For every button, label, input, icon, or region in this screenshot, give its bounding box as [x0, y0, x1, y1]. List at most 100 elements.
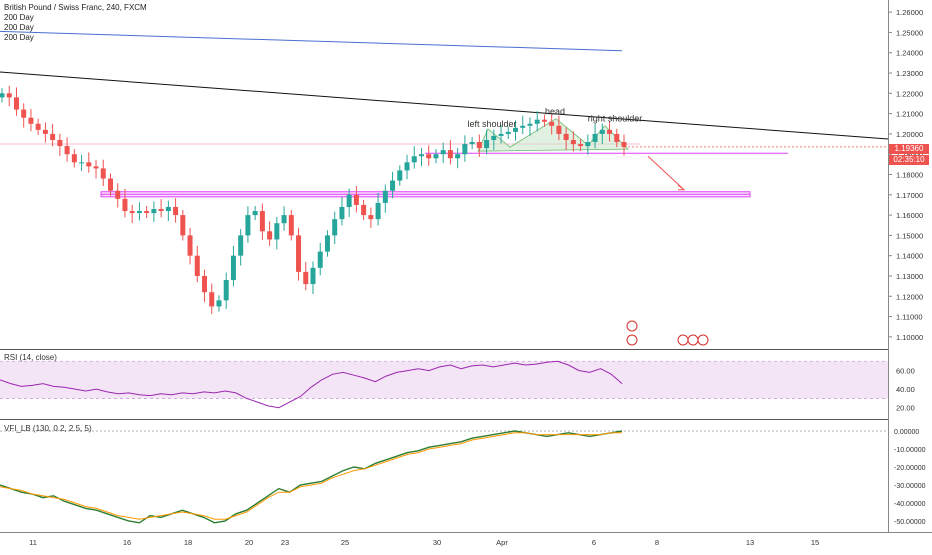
- candle-body[interactable]: [151, 209, 157, 214]
- candle-body[interactable]: [296, 235, 302, 272]
- vfi-pane[interactable]: [0, 420, 888, 532]
- candle-body[interactable]: [122, 198, 128, 212]
- candle-body[interactable]: [375, 202, 381, 220]
- study-sma-label-1[interactable]: 200 Day: [4, 13, 34, 22]
- vfi-pane-title[interactable]: VFI_LB (130, 0.2, 2.5, 5): [4, 424, 92, 433]
- sma-200-line[interactable]: [0, 30, 623, 52]
- candle-body[interactable]: [202, 275, 208, 293]
- candle-body[interactable]: [541, 119, 547, 122]
- candle-body[interactable]: [563, 133, 569, 140]
- candle-body[interactable]: [64, 146, 70, 155]
- candle-body[interactable]: [303, 271, 309, 285]
- candle-body[interactable]: [353, 194, 359, 205]
- candle-body[interactable]: [216, 300, 222, 307]
- trendline[interactable]: [0, 71, 889, 140]
- candle-body[interactable]: [433, 154, 439, 159]
- candle-body[interactable]: [158, 209, 164, 212]
- rsi-line[interactable]: [0, 360, 623, 409]
- candle-body[interactable]: [397, 170, 403, 181]
- candle-body[interactable]: [614, 133, 620, 143]
- candle-body[interactable]: [404, 162, 410, 171]
- candle-body[interactable]: [180, 215, 186, 236]
- candle-body[interactable]: [346, 194, 352, 207]
- candle-body[interactable]: [35, 123, 41, 130]
- candle-body[interactable]: [28, 117, 34, 124]
- candle-body[interactable]: [6, 93, 12, 98]
- candle-body[interactable]: [209, 292, 215, 307]
- candle-body[interactable]: [411, 156, 417, 163]
- candle-body[interactable]: [129, 211, 135, 214]
- candle-body[interactable]: [144, 211, 150, 214]
- candle-body[interactable]: [187, 235, 193, 256]
- candle-body[interactable]: [259, 211, 265, 232]
- candle-body[interactable]: [469, 142, 475, 145]
- candle-body[interactable]: [621, 142, 627, 147]
- candle-body[interactable]: [0, 93, 5, 98]
- candle-body[interactable]: [339, 206, 345, 220]
- economic-event-icon[interactable]: [677, 334, 689, 346]
- projection-arrow[interactable]: [647, 155, 685, 191]
- candle-body[interactable]: [93, 166, 99, 169]
- main-pane[interactable]: [0, 0, 888, 349]
- pattern-label[interactable]: head: [545, 107, 565, 117]
- candle-body[interactable]: [520, 125, 526, 128]
- economic-event-icon[interactable]: [626, 320, 638, 332]
- candle-body[interactable]: [281, 215, 287, 224]
- candle-body[interactable]: [238, 235, 244, 256]
- pattern-label[interactable]: right shoulder: [588, 114, 643, 124]
- candle-body[interactable]: [491, 135, 497, 140]
- candle-body[interactable]: [165, 206, 171, 212]
- candle-body[interactable]: [476, 142, 482, 149]
- candle-body[interactable]: [21, 109, 27, 118]
- pattern-label[interactable]: left shoulder: [467, 119, 516, 129]
- candle-body[interactable]: [484, 140, 490, 149]
- candle-body[interactable]: [230, 255, 236, 281]
- vfi-signal-line[interactable]: [0, 432, 622, 520]
- candle-body[interactable]: [382, 190, 388, 203]
- candle-body[interactable]: [498, 133, 504, 136]
- vfi-line[interactable]: [0, 430, 623, 524]
- candle-body[interactable]: [599, 129, 605, 134]
- candle-body[interactable]: [310, 267, 316, 285]
- rsi-pane-title[interactable]: RSI (14, close): [4, 353, 57, 362]
- candle-body[interactable]: [115, 190, 121, 199]
- candle-body[interactable]: [86, 162, 92, 167]
- candle-body[interactable]: [418, 154, 424, 157]
- candle-body[interactable]: [390, 180, 396, 191]
- candle-body[interactable]: [136, 211, 142, 214]
- candle-body[interactable]: [324, 235, 330, 252]
- candle-body[interactable]: [549, 121, 555, 126]
- candle-body[interactable]: [513, 127, 519, 132]
- candle-body[interactable]: [317, 251, 323, 268]
- candle-body[interactable]: [71, 154, 77, 163]
- candle-body[interactable]: [368, 215, 374, 220]
- candle-body[interactable]: [505, 131, 511, 134]
- candle-body[interactable]: [592, 133, 598, 143]
- symbol-title[interactable]: British Pound / Swiss Franc, 240, FXCM: [4, 3, 147, 12]
- candle-body[interactable]: [267, 231, 273, 240]
- candle-body[interactable]: [79, 162, 85, 164]
- candle-body[interactable]: [578, 144, 584, 147]
- candle-body[interactable]: [13, 97, 19, 110]
- candle-body[interactable]: [455, 154, 461, 159]
- candle-body[interactable]: [607, 129, 613, 134]
- candle-body[interactable]: [585, 142, 591, 147]
- study-sma-label-2[interactable]: 200 Day: [4, 23, 34, 32]
- study-sma-label-3[interactable]: 200 Day: [4, 33, 34, 42]
- candle-body[interactable]: [447, 150, 453, 159]
- candle-body[interactable]: [252, 211, 258, 216]
- candle-body[interactable]: [527, 123, 533, 126]
- economic-event-icon[interactable]: [697, 334, 709, 346]
- candle-body[interactable]: [332, 219, 338, 236]
- candle-body[interactable]: [440, 150, 446, 155]
- candle-body[interactable]: [223, 280, 229, 301]
- candle-body[interactable]: [42, 129, 48, 134]
- economic-event-icon[interactable]: [626, 334, 638, 346]
- candle-body[interactable]: [50, 133, 56, 140]
- candle-body[interactable]: [570, 140, 576, 145]
- candle-body[interactable]: [361, 204, 367, 216]
- candle-body[interactable]: [245, 215, 251, 236]
- candle-body[interactable]: [534, 119, 540, 124]
- candle-body[interactable]: [57, 140, 63, 147]
